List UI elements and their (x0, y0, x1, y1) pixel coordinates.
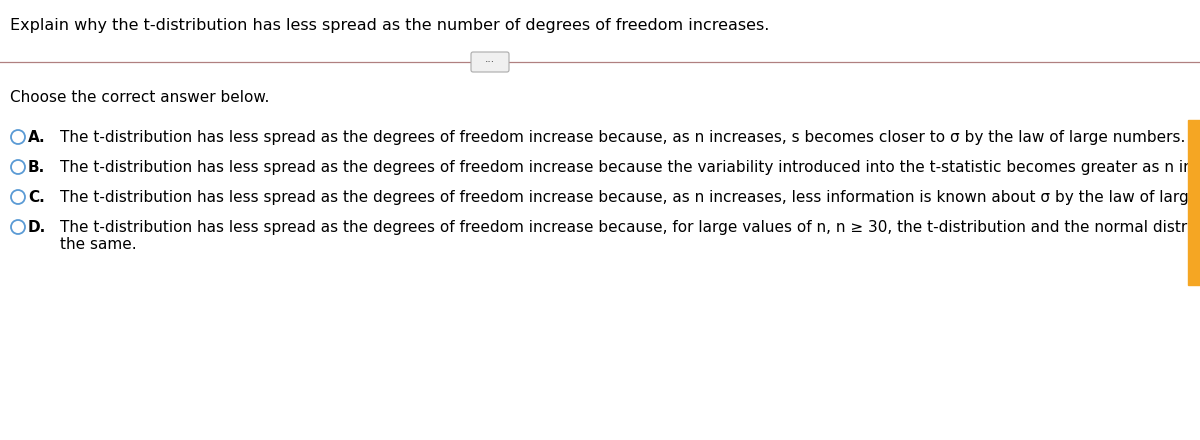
Text: D.: D. (28, 220, 47, 235)
Text: The t-distribution has less spread as the degrees of freedom increase because, f: The t-distribution has less spread as th… (60, 220, 1200, 253)
Text: The t-distribution has less spread as the degrees of freedom increase because, a: The t-distribution has less spread as th… (60, 130, 1186, 145)
Text: ···: ··· (485, 57, 496, 67)
Text: B.: B. (28, 160, 46, 175)
FancyBboxPatch shape (470, 52, 509, 72)
Text: C.: C. (28, 190, 44, 205)
Text: A.: A. (28, 130, 46, 145)
Text: The t-distribution has less spread as the degrees of freedom increase because th: The t-distribution has less spread as th… (60, 160, 1200, 175)
Bar (1188, 120, 1200, 285)
Text: Choose the correct answer below.: Choose the correct answer below. (10, 90, 269, 105)
Text: Explain why the t-distribution has less spread as the number of degrees of freed: Explain why the t-distribution has less … (10, 18, 769, 33)
Text: The t-distribution has less spread as the degrees of freedom increase because, a: The t-distribution has less spread as th… (60, 190, 1200, 205)
